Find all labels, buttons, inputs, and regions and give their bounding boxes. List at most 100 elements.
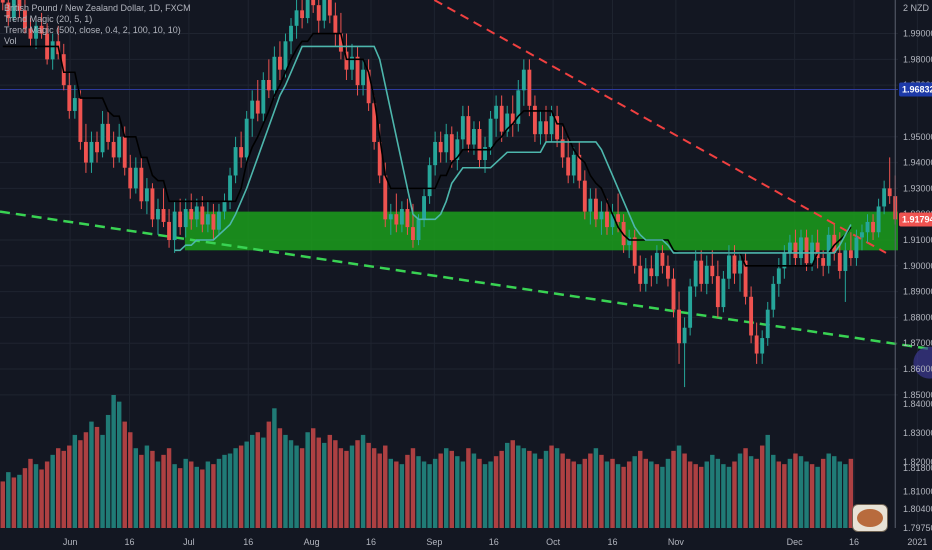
candle-body[interactable] — [223, 201, 227, 211]
candle-body[interactable] — [522, 70, 526, 91]
candle-body[interactable] — [333, 15, 337, 33]
candle-body[interactable] — [90, 142, 94, 163]
candle-body[interactable] — [150, 188, 154, 219]
candle-body[interactable] — [727, 255, 731, 278]
candle-body[interactable] — [805, 237, 809, 263]
candle-body[interactable] — [450, 134, 454, 160]
candle-body[interactable] — [849, 250, 853, 258]
candle-body[interactable] — [683, 328, 687, 343]
candle-body[interactable] — [400, 209, 404, 224]
candle-body[interactable] — [128, 168, 132, 189]
candle-body[interactable] — [245, 119, 249, 158]
candle-body[interactable] — [478, 129, 482, 160]
candle-body[interactable] — [106, 124, 110, 142]
candle-body[interactable] — [461, 116, 465, 139]
candle-body[interactable] — [655, 253, 659, 276]
candle-body[interactable] — [854, 237, 858, 258]
candle-body[interactable] — [306, 0, 310, 18]
candle-body[interactable] — [422, 196, 426, 219]
candle-body[interactable] — [234, 147, 238, 175]
candle-body[interactable] — [383, 175, 387, 219]
candle-body[interactable] — [101, 124, 105, 152]
candle-body[interactable] — [211, 214, 215, 229]
candle-body[interactable] — [272, 57, 276, 91]
candle-body[interactable] — [328, 0, 332, 15]
candle-body[interactable] — [489, 119, 493, 147]
candle-body[interactable] — [583, 181, 587, 212]
candle-body[interactable] — [755, 335, 759, 353]
candle-body[interactable] — [644, 268, 648, 283]
candle-body[interactable] — [167, 222, 171, 240]
candle-body[interactable] — [112, 142, 116, 157]
candle-body[interactable] — [73, 98, 77, 111]
candle-body[interactable] — [527, 70, 531, 106]
candle-body[interactable] — [733, 255, 737, 273]
candle-body[interactable] — [588, 199, 592, 212]
candle-body[interactable] — [888, 188, 892, 196]
candle-body[interactable] — [217, 212, 221, 230]
candle-body[interactable] — [788, 243, 792, 253]
candle-body[interactable] — [633, 237, 637, 265]
candle-body[interactable] — [311, 0, 315, 5]
candle-body[interactable] — [322, 0, 326, 21]
candle-body[interactable] — [649, 268, 653, 276]
candle-body[interactable] — [721, 279, 725, 307]
candle-body[interactable] — [145, 188, 149, 201]
candle-body[interactable] — [566, 157, 570, 175]
candle-body[interactable] — [799, 237, 803, 258]
candle-body[interactable] — [256, 101, 260, 114]
candle-body[interactable] — [200, 206, 204, 224]
candle-body[interactable] — [356, 57, 360, 85]
candle-body[interactable] — [599, 212, 603, 220]
candle-body[interactable] — [672, 279, 676, 310]
candle-body[interactable] — [877, 206, 881, 232]
candle-body[interactable] — [688, 286, 692, 327]
candle-body[interactable] — [278, 57, 282, 70]
candle-body[interactable] — [439, 142, 443, 152]
candle-body[interactable] — [389, 214, 393, 219]
candle-body[interactable] — [267, 80, 271, 90]
candle-body[interactable] — [156, 209, 160, 219]
candle-body[interactable] — [417, 219, 421, 240]
candle-body[interactable] — [544, 121, 548, 134]
candle-body[interactable] — [694, 261, 698, 287]
candle-body[interactable] — [705, 266, 709, 284]
candle-body[interactable] — [472, 129, 476, 144]
candle-body[interactable] — [289, 26, 293, 41]
candle-body[interactable] — [794, 243, 798, 258]
candle-body[interactable] — [139, 168, 143, 202]
candle-body[interactable] — [300, 10, 304, 18]
candle-body[interactable] — [760, 338, 764, 353]
candle-body[interactable] — [843, 250, 847, 271]
indicator-volume[interactable]: Vol — [4, 36, 191, 47]
candle-body[interactable] — [766, 310, 770, 338]
candle-body[interactable] — [660, 253, 664, 266]
candle-body[interactable] — [821, 258, 825, 266]
candle-body[interactable] — [394, 214, 398, 224]
candle-body[interactable] — [405, 209, 409, 227]
candle-body[interactable] — [239, 147, 243, 157]
candle-body[interactable] — [117, 137, 121, 158]
candle-body[interactable] — [539, 121, 543, 134]
candle-body[interactable] — [84, 142, 88, 163]
candle-body[interactable] — [411, 227, 415, 240]
candle-body[interactable] — [594, 199, 598, 220]
candle-body[interactable] — [433, 142, 437, 165]
candle-body[interactable] — [533, 106, 537, 134]
indicator-trend-magic-fast[interactable]: Trend Magic (20, 5, 1) — [4, 14, 191, 25]
candle-body[interactable] — [500, 106, 504, 132]
candle-body[interactable] — [284, 41, 288, 69]
candle-body[interactable] — [866, 222, 870, 232]
candle-body[interactable] — [178, 212, 182, 227]
candle-body[interactable] — [67, 85, 71, 111]
candle-body[interactable] — [616, 214, 620, 222]
candle-body[interactable] — [710, 266, 714, 276]
candle-body[interactable] — [677, 310, 681, 344]
candle-body[interactable] — [466, 116, 470, 144]
candle-body[interactable] — [771, 284, 775, 310]
candle-body[interactable] — [749, 297, 753, 336]
candle-body[interactable] — [95, 142, 99, 152]
candle-body[interactable] — [123, 137, 127, 168]
candle-body[interactable] — [184, 209, 188, 227]
